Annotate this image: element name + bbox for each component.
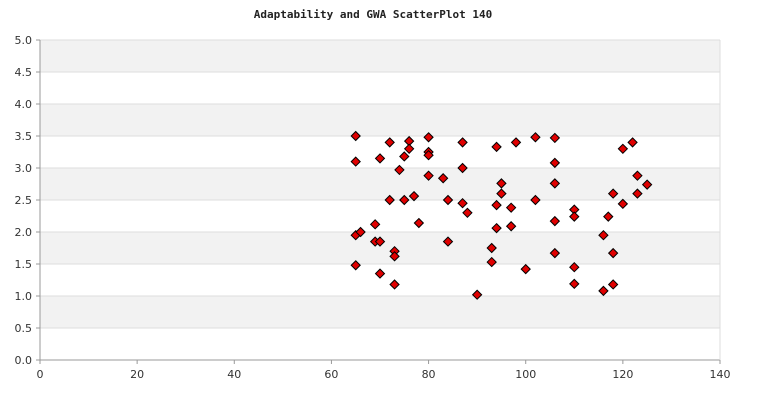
data-point bbox=[457, 197, 468, 209]
data-point bbox=[632, 170, 643, 181]
chart-title: Adaptability and GWA ScatterPlot 140 bbox=[254, 8, 492, 21]
y-tick-label: 4.5 bbox=[15, 66, 33, 79]
data-point bbox=[530, 132, 541, 143]
data-point bbox=[350, 260, 361, 271]
data-point bbox=[491, 141, 502, 153]
data-point bbox=[374, 236, 386, 247]
x-tick-label: 20 bbox=[130, 368, 144, 381]
x-tick-label: 100 bbox=[515, 368, 536, 381]
data-point bbox=[549, 178, 561, 189]
data-point bbox=[423, 132, 434, 143]
data-point bbox=[569, 211, 580, 222]
x-tick-label: 140 bbox=[710, 368, 731, 381]
data-point bbox=[505, 221, 517, 232]
data-point bbox=[491, 199, 502, 211]
y-tick-label: 2.0 bbox=[15, 226, 33, 239]
x-tick-label: 0 bbox=[37, 368, 44, 381]
y-tick-label: 0.5 bbox=[15, 322, 33, 335]
data-points bbox=[350, 130, 653, 300]
data-point bbox=[627, 137, 638, 148]
data-point bbox=[355, 226, 366, 238]
y-axis-ticks: 0.0 0.5 1.0 1.5 2.0 2.5 3.0 3.5 4.0 4.5 5.0 bbox=[15, 34, 40, 367]
data-point bbox=[603, 211, 614, 222]
y-tick-label: 1.0 bbox=[15, 290, 33, 303]
data-point bbox=[389, 251, 400, 262]
data-point bbox=[549, 157, 561, 169]
data-point bbox=[437, 173, 449, 184]
data-point bbox=[423, 149, 434, 161]
data-point bbox=[423, 170, 434, 181]
grid-band bbox=[40, 296, 720, 328]
data-point bbox=[384, 194, 395, 206]
data-point bbox=[641, 179, 653, 190]
data-point bbox=[442, 194, 454, 206]
data-point bbox=[486, 256, 497, 268]
x-tick-label: 120 bbox=[612, 368, 633, 381]
data-point bbox=[607, 247, 619, 259]
data-point bbox=[491, 222, 502, 234]
data-point bbox=[496, 188, 507, 199]
data-point bbox=[394, 164, 405, 176]
data-point bbox=[471, 289, 483, 300]
data-point bbox=[462, 207, 473, 219]
data-point bbox=[384, 137, 395, 148]
data-point bbox=[389, 279, 400, 290]
data-point bbox=[549, 247, 561, 259]
data-point bbox=[399, 194, 410, 206]
x-axis-ticks: 0 20 40 60 80 100 120 140 bbox=[37, 360, 731, 381]
data-point bbox=[598, 229, 609, 241]
y-tick-label: 0.0 bbox=[15, 354, 33, 367]
data-point bbox=[374, 153, 386, 164]
x-tick-label: 80 bbox=[422, 368, 436, 381]
data-point bbox=[607, 188, 619, 199]
data-point bbox=[413, 217, 425, 229]
x-tick-label: 40 bbox=[227, 368, 241, 381]
y-tick-label: 3.5 bbox=[15, 130, 33, 143]
data-point bbox=[350, 156, 361, 167]
data-point bbox=[496, 178, 507, 189]
data-point bbox=[505, 202, 517, 213]
grid-band bbox=[40, 40, 720, 72]
data-point bbox=[408, 190, 420, 202]
data-point bbox=[350, 130, 361, 142]
data-point bbox=[569, 261, 580, 273]
y-tick-label: 5.0 bbox=[15, 34, 33, 47]
y-tick-label: 4.0 bbox=[15, 98, 33, 111]
data-point bbox=[457, 137, 468, 148]
data-point bbox=[549, 132, 561, 144]
data-point bbox=[617, 198, 629, 210]
data-point bbox=[457, 162, 468, 174]
data-point bbox=[486, 242, 497, 254]
grid-band bbox=[40, 168, 720, 200]
data-point bbox=[374, 268, 386, 279]
data-point bbox=[617, 143, 629, 155]
y-tick-label: 1.5 bbox=[15, 258, 33, 271]
data-point bbox=[520, 263, 531, 275]
data-point bbox=[569, 278, 580, 290]
data-point bbox=[549, 215, 561, 227]
data-point bbox=[399, 151, 410, 162]
data-point bbox=[510, 137, 522, 148]
x-tick-label: 60 bbox=[324, 368, 338, 381]
data-point bbox=[530, 194, 541, 206]
data-point bbox=[632, 188, 643, 199]
data-point bbox=[598, 285, 609, 297]
data-point bbox=[369, 219, 381, 230]
data-point bbox=[403, 143, 415, 155]
data-point bbox=[607, 279, 619, 290]
grid-band bbox=[40, 104, 720, 136]
data-point bbox=[442, 236, 454, 247]
y-tick-label: 3.0 bbox=[15, 162, 33, 175]
y-tick-label: 2.5 bbox=[15, 194, 33, 207]
